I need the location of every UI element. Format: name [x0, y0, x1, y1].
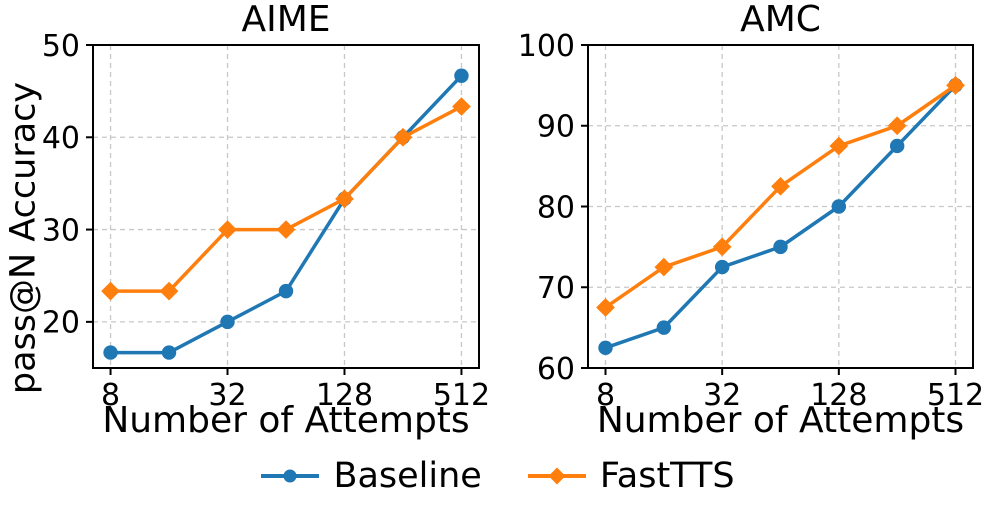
data-point-fasttts: [276, 220, 296, 239]
subplot-amc: AMC 60 70 80 90 100 8 32 128 512 Number of Attem…: [518, 0, 984, 440]
data-point-baseline: [103, 345, 118, 360]
series-line-baseline: [108, 73, 464, 355]
data-point-baseline: [278, 283, 294, 299]
data-point-baseline: [598, 340, 613, 356]
x-axis-label-aime: Number of Attempts: [102, 400, 470, 441]
data-point-fasttts: [596, 298, 615, 317]
legend: Baseline FastTTS: [0, 450, 996, 502]
y-tick-label: 90: [537, 110, 575, 145]
x-tick-label: 32: [703, 378, 741, 413]
legend-label-fasttts: FastTTS: [599, 455, 735, 496]
x-tick-label: 128: [810, 378, 867, 413]
legend-marker-diamond: [548, 467, 566, 485]
y-axis-label: pass@N Accuracy: [3, 81, 44, 395]
y-tick-label: 20: [42, 306, 80, 341]
data-point-fasttts: [829, 136, 849, 156]
legend-marker-circle: [283, 469, 297, 483]
y-tick-label: 30: [42, 213, 80, 248]
subplot-aime: AIME 20 30 40 50 8 32 128 512 Number of Attempt…: [42, 0, 490, 440]
data-point-fasttts: [218, 220, 237, 239]
data-point-fasttts: [101, 281, 120, 301]
data-point-fasttts: [887, 116, 907, 136]
x-axis-label-amc: Number of Attempts: [596, 400, 965, 441]
axis-spines: [92, 44, 480, 369]
data-point-baseline: [831, 199, 847, 214]
x-tick-label: 128: [316, 378, 373, 413]
data-point-fasttts: [771, 176, 790, 196]
x-tick-label: 512: [927, 378, 984, 413]
y-tick-label: 80: [537, 190, 575, 225]
x-tick-label: 512: [433, 378, 490, 413]
chart-title-aime: AIME: [241, 0, 331, 40]
series-line-fasttts: [603, 83, 958, 310]
data-point-fasttts: [946, 76, 965, 95]
y-tick-label: 100: [518, 29, 575, 64]
data-point-baseline: [714, 259, 730, 275]
legend-item-fasttts: FastTTS: [527, 455, 735, 496]
legend-swatch-fasttts: [527, 467, 586, 485]
x-tick-label: 8: [101, 378, 120, 413]
y-tick-label: 50: [42, 29, 80, 64]
data-point-baseline: [656, 320, 672, 335]
data-point-baseline: [161, 345, 177, 360]
legend-swatch-baseline: [261, 469, 320, 483]
data-point-baseline: [220, 314, 235, 330]
chart-title-amc: AMC: [740, 0, 821, 40]
data-point-fasttts: [159, 281, 179, 301]
data-point-baseline: [889, 138, 905, 154]
y-tick-label: 70: [537, 271, 575, 306]
x-tick-label: 32: [208, 378, 246, 413]
x-tick-label: 8: [596, 378, 615, 413]
data-point-fasttts: [452, 97, 471, 116]
data-point-fasttts: [335, 189, 354, 209]
legend-item-baseline: Baseline: [261, 455, 482, 496]
data-point-fasttts: [393, 127, 413, 147]
data-point-baseline: [454, 68, 469, 83]
y-tick-label: 60: [537, 352, 575, 387]
legend-label-baseline: Baseline: [333, 455, 482, 496]
data-point-baseline: [773, 239, 788, 255]
plot-aime: 20 30 40 50 8 32 128 512: [42, 29, 490, 413]
plot-amc: 60 70 80 90 100 8 32 128 512: [518, 29, 984, 413]
y-tick-label: 40: [42, 121, 80, 156]
